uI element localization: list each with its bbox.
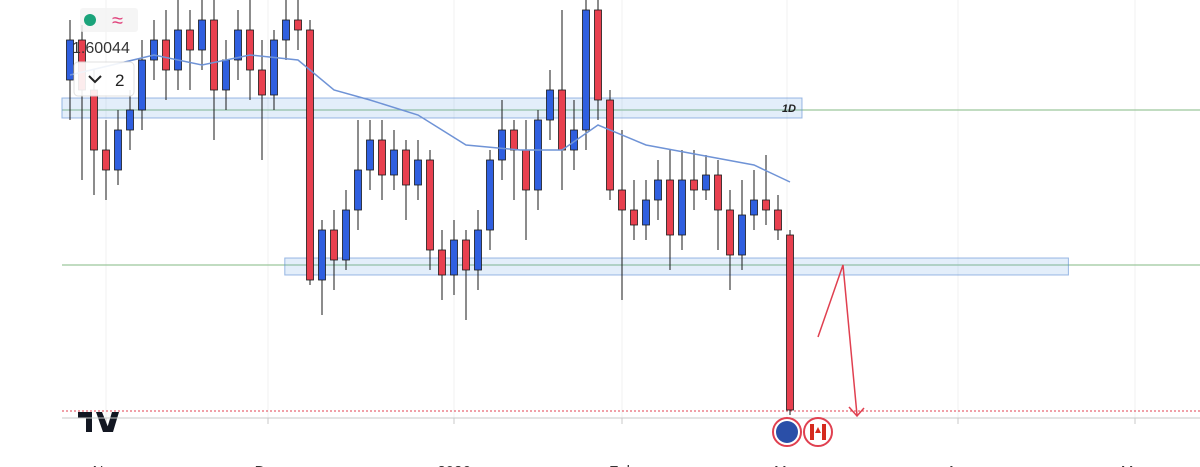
plot — [66, 0, 794, 415]
candle-up — [474, 229, 482, 271]
wave-icon: ≈ — [112, 10, 123, 32]
candle-down — [162, 39, 170, 71]
ca-flag-band — [822, 424, 826, 440]
candle-up — [342, 209, 350, 261]
candle-up — [450, 239, 458, 276]
x-tick-label: Feb — [609, 463, 635, 467]
indicator-count[interactable]: 2 — [115, 71, 124, 90]
candle-up — [282, 19, 290, 41]
candle-up — [546, 89, 554, 121]
chevron[interactable] — [88, 75, 102, 84]
candle-up — [486, 159, 494, 231]
candle-up — [318, 229, 326, 281]
candle-down — [426, 159, 434, 251]
candle-up — [198, 19, 206, 51]
candle-down — [522, 149, 530, 191]
candle-down — [558, 89, 566, 151]
candle-up — [150, 39, 158, 61]
candle-up — [138, 59, 146, 111]
legend-bg — [80, 8, 138, 32]
candle-down — [210, 19, 218, 91]
x-tick-label: Apr — [946, 463, 969, 467]
zone-label: 1D — [782, 103, 796, 115]
candle-down — [102, 149, 110, 171]
candle-up — [678, 179, 686, 236]
candle-down — [402, 149, 410, 186]
candle-up — [66, 39, 74, 81]
candle-down — [714, 174, 722, 211]
candle-down — [786, 234, 794, 411]
candle-down — [378, 139, 386, 176]
candle-down — [186, 29, 194, 51]
candle-up — [270, 39, 278, 96]
projection-arrow — [817, 264, 858, 416]
arrow-head — [848, 406, 865, 418]
candle-down — [594, 9, 602, 101]
candle-down — [762, 199, 770, 211]
candle-up — [750, 199, 758, 216]
candle-down — [618, 189, 626, 211]
candle-up — [738, 214, 746, 256]
candle-up — [222, 59, 230, 91]
moving-average — [69, 54, 791, 183]
eu-flag[interactable] — [776, 421, 798, 443]
tv-logo[interactable] — [78, 412, 119, 432]
ca-flag-band — [810, 424, 814, 440]
candle-up — [498, 129, 506, 161]
candle-up — [354, 169, 362, 211]
candle-up — [114, 129, 122, 171]
candle-down — [462, 239, 470, 271]
x-tick-label: Nov — [93, 463, 120, 467]
candle-up — [414, 159, 422, 186]
x-tick-label: May — [1121, 463, 1150, 467]
candle-up — [642, 199, 650, 226]
legend-price: 1.60044 — [72, 40, 130, 57]
candle-down — [606, 99, 614, 191]
candle-down — [246, 29, 254, 71]
ca-leaf — [815, 427, 821, 433]
collapse-button[interactable] — [73, 61, 135, 97]
candle-down — [258, 69, 266, 96]
x-tick-label: Mar — [774, 463, 800, 467]
candle-down — [510, 129, 518, 151]
candle-up — [126, 109, 134, 131]
candle-up — [534, 119, 542, 191]
zone — [284, 257, 1069, 276]
candle-up — [702, 174, 710, 191]
x-tick-label: 2026 — [437, 463, 470, 467]
candle-up — [174, 29, 182, 71]
candle-down — [774, 209, 782, 231]
candle-up — [582, 9, 590, 131]
candle-down — [630, 209, 638, 226]
candle-down — [726, 209, 734, 256]
candle-down — [330, 229, 338, 261]
status-dot — [84, 14, 96, 26]
candle-down — [666, 179, 674, 236]
candle-down — [690, 179, 698, 191]
candle-up — [654, 179, 662, 201]
candle-up — [234, 29, 242, 61]
x-tick-label: Dec — [255, 463, 282, 467]
candle-down — [306, 29, 314, 281]
candle-up — [366, 139, 374, 171]
candle-up — [390, 149, 398, 176]
zone — [61, 97, 803, 119]
candle-down — [438, 249, 446, 276]
candle-down — [294, 19, 302, 31]
candle-down — [90, 89, 98, 151]
